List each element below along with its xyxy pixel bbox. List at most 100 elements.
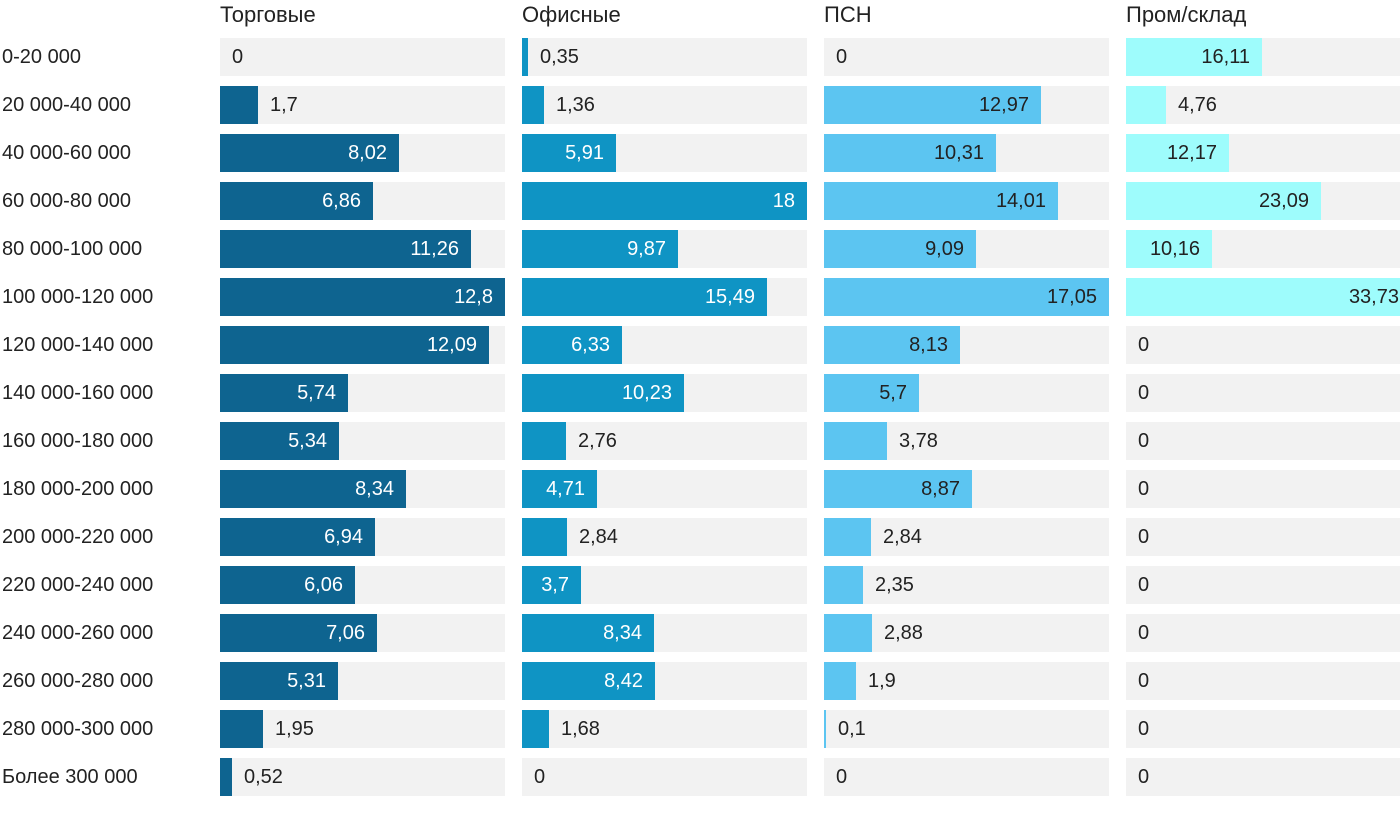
- bar-track: 0,1: [824, 710, 1109, 748]
- row-label: 80 000-100 000: [2, 237, 143, 260]
- bar-value-label: 2,35: [875, 574, 914, 596]
- bar-track: 0: [824, 758, 1109, 796]
- bar-segment: [220, 566, 355, 604]
- bar-segment: [220, 662, 338, 700]
- bar-track: 16,11: [1126, 38, 1400, 76]
- bar-value-label: 2,88: [884, 622, 923, 644]
- bar-segment: [824, 374, 919, 412]
- bar-track: 8,42: [522, 662, 807, 700]
- bar-segment: [522, 278, 767, 316]
- bar-segment: [824, 422, 887, 460]
- bar-value-label: 6,86: [322, 190, 361, 212]
- bar-track: 0: [1126, 470, 1400, 508]
- bar-segment: [824, 566, 863, 604]
- bar-track: 6,33: [522, 326, 807, 364]
- bar-value-label: 0: [1138, 622, 1150, 644]
- bar-segment: [522, 230, 678, 268]
- bar-track: 17,05: [824, 278, 1109, 316]
- bar-value-label: 10,16: [1149, 238, 1200, 260]
- bar-track: 10,31: [824, 134, 1109, 172]
- bar-value-label: 0: [1138, 334, 1150, 356]
- bar-value-label: 9,09: [925, 238, 964, 260]
- bar-track: 5,74: [220, 374, 505, 412]
- bar-track: 0: [1126, 518, 1400, 556]
- bar-segment: [522, 710, 549, 748]
- bar-value-label: 0,52: [244, 766, 283, 788]
- chart-row: 100 000-120 000 12,8 15,49 17,05 33,73: [0, 278, 1400, 316]
- bar-value-label: 33,73: [1348, 286, 1399, 308]
- bar-value-label: 12,17: [1166, 142, 1217, 164]
- bar-segment: [824, 326, 960, 364]
- chart-row: 80 000-100 000 11,26 9,87 9,09 10,16: [0, 230, 1400, 268]
- bar-segment: [220, 278, 505, 316]
- bar-value-label: 5,31: [287, 670, 326, 692]
- bar-track: 0,52: [220, 758, 505, 796]
- bar-segment: [522, 422, 566, 460]
- bar-track: 15,49: [522, 278, 807, 316]
- bar-value-label: 0: [1138, 382, 1150, 404]
- row-label: 20 000-40 000: [2, 93, 132, 116]
- row-label: 240 000-260 000: [2, 621, 154, 644]
- bar-value-label: 12,8: [454, 286, 493, 308]
- bar-value-label: 3,78: [899, 430, 938, 452]
- bar-segment: [1126, 86, 1166, 124]
- bar-track: 5,91: [522, 134, 807, 172]
- bar-track: 1,68: [522, 710, 807, 748]
- chart-rows: 0-20 000 0 0,35 0 16,11 20 000-40 000 1,7 1,36 1…: [0, 38, 1400, 796]
- bar-track: 23,09: [1126, 182, 1400, 220]
- bar-track: 4,76: [1126, 86, 1400, 124]
- bar-value-label: 18: [772, 190, 795, 212]
- bar-segment: [220, 614, 377, 652]
- chart-row: 180 000-200 000 8,34 4,71 8,87 0: [0, 470, 1400, 508]
- bar-track: 3,78: [824, 422, 1109, 460]
- bar-value-label: 2,76: [578, 430, 617, 452]
- bar-value-label: 0: [1138, 766, 1150, 788]
- bar-value-label: 10,31: [933, 142, 984, 164]
- bar-track: 12,17: [1126, 134, 1400, 172]
- row-label: 200 000-220 000: [2, 525, 154, 548]
- bar-value-label: 1,9: [868, 670, 896, 692]
- bar-value-label: 1,7: [270, 94, 298, 116]
- bar-segment: [522, 374, 684, 412]
- bar-segment: [522, 326, 622, 364]
- bar-track: 12,8: [220, 278, 505, 316]
- row-label: 60 000-80 000: [2, 189, 132, 212]
- column-header-4: Пром/склад: [1126, 2, 1247, 27]
- bar-value-label: 0: [1138, 670, 1150, 692]
- bar-segment: [220, 422, 339, 460]
- bar-value-label: 5,74: [297, 382, 336, 404]
- row-label: 0-20 000: [2, 45, 81, 68]
- chart-row: 60 000-80 000 6,86 18 14,01 23,09: [0, 182, 1400, 220]
- bar-value-label: 6,94: [324, 526, 363, 548]
- bar-track: 0: [1126, 758, 1400, 796]
- bar-segment: [1126, 134, 1229, 172]
- bar-value-label: 0: [836, 766, 848, 788]
- bar-value-label: 8,13: [909, 334, 948, 356]
- bar-value-label: 0: [232, 46, 244, 68]
- bar-value-label: 3,7: [541, 574, 569, 596]
- column-header-1: Торговые: [220, 2, 316, 27]
- bar-value-label: 17,05: [1046, 286, 1097, 308]
- bar-value-label: 23,09: [1258, 190, 1309, 212]
- bar-track: 2,84: [522, 518, 807, 556]
- bar-track: 11,26: [220, 230, 505, 268]
- bar-value-label: 7,06: [326, 622, 365, 644]
- bar-track: 6,94: [220, 518, 505, 556]
- chart-row: 200 000-220 000 6,94 2,84 2,84 0: [0, 518, 1400, 556]
- column-header-2: Офисные: [522, 2, 621, 27]
- bar-track: 4,71: [522, 470, 807, 508]
- bar-segment: [522, 662, 655, 700]
- bar-segment: [522, 134, 616, 172]
- bar-track: 0: [522, 758, 807, 796]
- bar-track: 8,34: [522, 614, 807, 652]
- row-label: 140 000-160 000: [2, 381, 154, 404]
- bar-track: 7,06: [220, 614, 505, 652]
- bar-value-label: 8,02: [348, 142, 387, 164]
- bar-track: 9,87: [522, 230, 807, 268]
- bar-value-label: 15,49: [704, 286, 755, 308]
- bar-segment: [220, 326, 489, 364]
- bar-segment: [824, 662, 856, 700]
- bar-segment: [824, 278, 1109, 316]
- bar-track: 1,36: [522, 86, 807, 124]
